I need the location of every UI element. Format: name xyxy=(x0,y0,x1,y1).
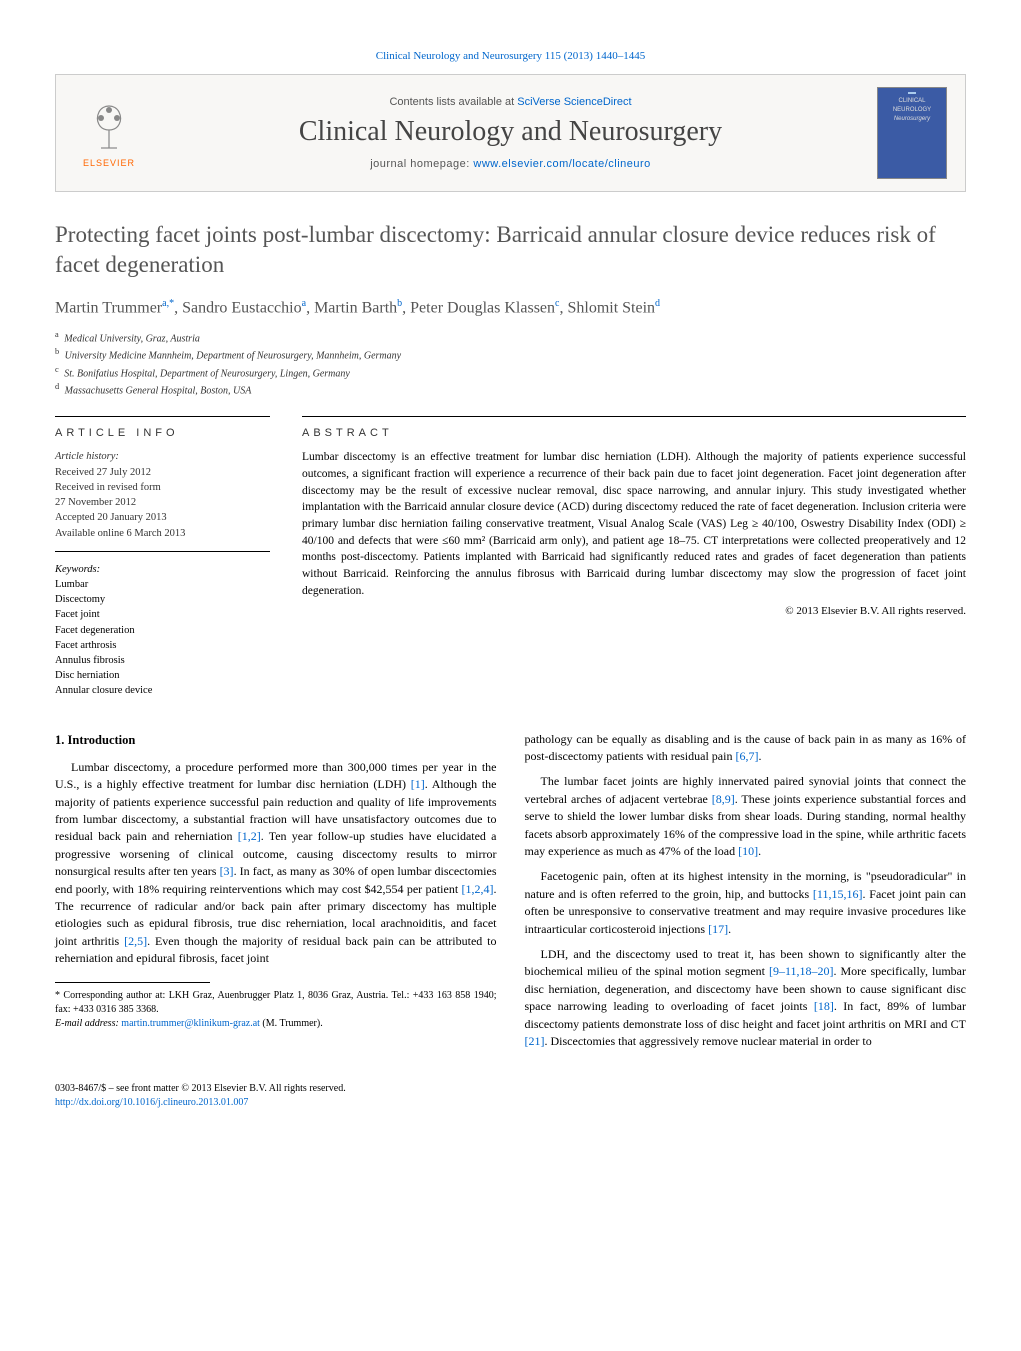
corresponding-author-note: * Corresponding author at: LKH Graz, Aue… xyxy=(55,989,497,1017)
elsevier-tree-icon xyxy=(81,98,137,154)
body-paragraph: Facetogenic pain, often at its highest i… xyxy=(525,868,967,938)
masthead: ELSEVIER Contents lists available at Sci… xyxy=(55,74,966,192)
keyword-line: Disc herniation xyxy=(55,668,270,683)
citation-ref[interactable]: [1,2] xyxy=(238,829,261,843)
footnote-rule xyxy=(55,982,210,983)
doi-link[interactable]: http://dx.doi.org/10.1016/j.clineuro.201… xyxy=(55,1097,248,1108)
abstract-copyright: © 2013 Elsevier B.V. All rights reserved… xyxy=(302,605,966,617)
sciencedirect-link[interactable]: SciVerse ScienceDirect xyxy=(517,96,631,108)
citation-ref[interactable]: [1] xyxy=(411,777,425,791)
citation-line: Clinical Neurology and Neurosurgery 115 … xyxy=(55,50,966,62)
publisher-logo: ELSEVIER xyxy=(74,98,144,168)
email-label: E-mail address: xyxy=(55,1018,121,1029)
affiliation-line: c St. Bonifatius Hospital, Department of… xyxy=(55,364,966,381)
keyword-line: Annulus fibrosis xyxy=(55,653,270,668)
citation-ref[interactable]: [1,2,4] xyxy=(462,882,494,896)
keyword-line: Annular closure device xyxy=(55,683,270,698)
citation-ref[interactable]: [9–11,18–20] xyxy=(769,964,834,978)
keyword-line: Facet degeneration xyxy=(55,623,270,638)
body-paragraph: pathology can be equally as disabling an… xyxy=(525,731,967,766)
homepage-line: journal homepage: www.elsevier.com/locat… xyxy=(162,158,859,170)
history-line: 27 November 2012 xyxy=(55,495,270,510)
contents-line: Contents lists available at SciVerse Sci… xyxy=(162,96,859,108)
history-line: Available online 6 March 2013 xyxy=(55,526,270,541)
keywords-label: Keywords: xyxy=(55,562,270,577)
journal-title: Clinical Neurology and Neurosurgery xyxy=(162,116,859,148)
body-paragraph: Lumbar discectomy, a procedure performed… xyxy=(55,759,497,968)
journal-cover-thumbnail: CLINICAL NEUROLOGY Neurosurgery xyxy=(877,87,947,179)
cover-text-1: CLINICAL xyxy=(898,98,925,105)
page-footer: 0303-8467/$ – see front matter © 2013 El… xyxy=(55,1082,966,1110)
cover-text-3: Neurosurgery xyxy=(894,116,930,123)
citation-ref[interactable]: [11,15,16] xyxy=(813,887,863,901)
keywords-block: Keywords: LumbarDiscectomyFacet jointFac… xyxy=(55,562,270,699)
history-line: Accepted 20 January 2013 xyxy=(55,510,270,525)
history-line: Received in revised form xyxy=(55,480,270,495)
email-suffix: (M. Trummer). xyxy=(260,1018,323,1029)
article-info-label: ARTICLE INFO xyxy=(55,427,270,439)
citation-ref[interactable]: [10] xyxy=(738,844,758,858)
body-paragraph: The lumbar facet joints are highly inner… xyxy=(525,773,967,860)
keyword-line: Facet arthrosis xyxy=(55,638,270,653)
corresponding-email-link[interactable]: martin.trummer@klinikum-graz.at xyxy=(121,1018,260,1029)
citation-ref[interactable]: [17] xyxy=(708,922,728,936)
keyword-line: Facet joint xyxy=(55,607,270,622)
article-info-panel: ARTICLE INFO Article history: Received 2… xyxy=(55,416,270,698)
authors-line: Martin Trummera,*, Sandro Eustacchioa, M… xyxy=(55,298,966,317)
body-text: 1. Introduction Lumbar discectomy, a pro… xyxy=(55,731,966,1059)
citation-ref[interactable]: [8,9] xyxy=(712,792,735,806)
history-label: Article history: xyxy=(55,449,270,464)
affiliation-line: b University Medicine Mannheim, Departme… xyxy=(55,346,966,363)
affiliation-line: d Massachusetts General Hospital, Boston… xyxy=(55,381,966,398)
front-matter-line: 0303-8467/$ – see front matter © 2013 El… xyxy=(55,1082,966,1096)
citation-link[interactable]: Clinical Neurology and Neurosurgery 115 … xyxy=(376,50,645,62)
abstract-panel: ABSTRACT Lumbar discectomy is an effecti… xyxy=(302,416,966,698)
contents-prefix: Contents lists available at xyxy=(389,96,517,108)
homepage-prefix: journal homepage: xyxy=(370,158,473,170)
body-paragraph: LDH, and the discectomy used to treat it… xyxy=(525,946,967,1050)
keyword-line: Lumbar xyxy=(55,577,270,592)
citation-ref[interactable]: [21] xyxy=(525,1034,545,1048)
history-line: Received 27 July 2012 xyxy=(55,465,270,480)
citation-ref[interactable]: [18] xyxy=(814,999,834,1013)
homepage-link[interactable]: www.elsevier.com/locate/clineuro xyxy=(473,158,650,170)
affiliations: a Medical University, Graz, Austriab Uni… xyxy=(55,329,966,398)
citation-ref[interactable]: [6,7] xyxy=(735,749,758,763)
citation-ref[interactable]: [3] xyxy=(220,864,234,878)
article-history: Article history: Received 27 July 2012Re… xyxy=(55,449,270,551)
publisher-name: ELSEVIER xyxy=(83,158,135,168)
abstract-label: ABSTRACT xyxy=(302,427,966,439)
masthead-center: Contents lists available at SciVerse Sci… xyxy=(162,96,859,170)
intro-heading: 1. Introduction xyxy=(55,731,497,749)
abstract-text: Lumbar discectomy is an effective treatm… xyxy=(302,449,966,599)
affiliation-line: a Medical University, Graz, Austria xyxy=(55,329,966,346)
cover-text-2: NEUROLOGY xyxy=(893,107,931,114)
keyword-line: Discectomy xyxy=(55,592,270,607)
citation-ref[interactable]: [2,5] xyxy=(124,934,147,948)
footnotes: * Corresponding author at: LKH Graz, Aue… xyxy=(55,989,497,1031)
article-title: Protecting facet joints post-lumbar disc… xyxy=(55,220,966,280)
